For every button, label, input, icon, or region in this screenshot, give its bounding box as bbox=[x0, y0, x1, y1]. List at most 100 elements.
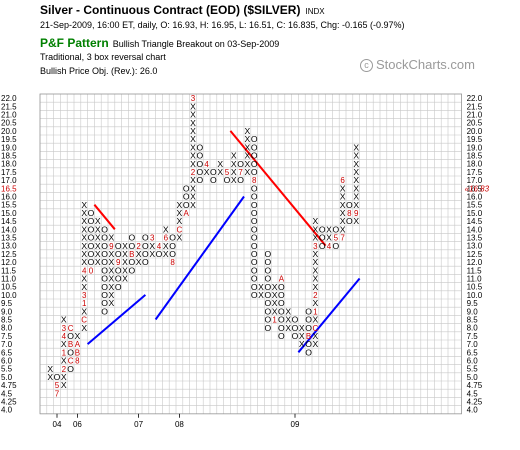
price-tick-right: 18.0 bbox=[467, 160, 483, 169]
o-box: O bbox=[305, 315, 312, 325]
x-box: X bbox=[245, 167, 251, 177]
watermark-text: StockCharts.com bbox=[376, 57, 475, 72]
price-tick-right: 15.0 bbox=[467, 209, 483, 218]
x-box: X bbox=[340, 208, 346, 218]
o-box: O bbox=[251, 274, 258, 284]
price-objective-line: Bullish Price Obj. (Rev.): 26.0 bbox=[40, 66, 158, 76]
x-box: X bbox=[47, 364, 53, 374]
month-marker: 1 bbox=[62, 348, 67, 357]
x-box: X bbox=[81, 274, 87, 284]
month-marker: 8 bbox=[170, 258, 175, 267]
x-box: X bbox=[109, 265, 115, 275]
o-box: O bbox=[251, 142, 258, 152]
month-marker: 2 bbox=[191, 168, 196, 177]
x-box: X bbox=[81, 208, 87, 218]
price-tick-right: 13.5 bbox=[467, 234, 483, 243]
x-box: X bbox=[353, 142, 359, 152]
o-box: O bbox=[142, 249, 149, 259]
year-label: 07 bbox=[134, 420, 143, 429]
o-box: O bbox=[142, 233, 149, 243]
x-box: X bbox=[61, 380, 67, 390]
month-marker: B bbox=[75, 348, 80, 357]
o-box: O bbox=[264, 282, 271, 292]
o-box: O bbox=[251, 216, 258, 226]
price-tick-left: 21.0 bbox=[1, 111, 17, 120]
price-tick-left: 4.25 bbox=[1, 398, 17, 407]
x-box: X bbox=[109, 249, 115, 259]
price-tick-left: 20.5 bbox=[1, 119, 17, 128]
x-box: X bbox=[272, 306, 278, 316]
o-box: O bbox=[346, 216, 353, 226]
x-box: X bbox=[231, 167, 237, 177]
x-box: X bbox=[353, 200, 359, 210]
year-label: 06 bbox=[73, 420, 82, 429]
x-box: X bbox=[109, 282, 115, 292]
price-tick-right: 4.25 bbox=[467, 398, 483, 407]
month-marker: C bbox=[68, 357, 74, 366]
month-marker: 5 bbox=[225, 168, 230, 177]
x-box: X bbox=[353, 216, 359, 226]
o-box: O bbox=[101, 265, 108, 275]
o-box: O bbox=[292, 323, 299, 333]
price-tick-left: 19.5 bbox=[1, 135, 17, 144]
price-tick-right: 10.0 bbox=[467, 291, 483, 300]
month-marker: C bbox=[68, 324, 74, 333]
o-box: O bbox=[251, 233, 258, 243]
price-tick-left: 6.0 bbox=[1, 357, 13, 366]
x-box: X bbox=[61, 356, 67, 366]
o-box: O bbox=[196, 167, 203, 177]
o-box: O bbox=[88, 233, 95, 243]
quote-line: 21-Sep-2009, 16:00 ET, daily, O: 16.93, … bbox=[40, 20, 405, 30]
o-box: O bbox=[278, 298, 285, 308]
o-box: O bbox=[332, 224, 339, 234]
o-box: O bbox=[251, 241, 258, 251]
o-box: O bbox=[88, 216, 95, 226]
o-box: O bbox=[237, 175, 244, 185]
price-axis: 4.0 4.04.25 4.254.5 4.54.75 4.755.0 5.05.5 5.5… bbox=[1, 94, 490, 415]
price-tick-left: 10.0 bbox=[1, 291, 17, 300]
o-box: O bbox=[251, 208, 258, 218]
price-tick-left: 21.5 bbox=[1, 102, 17, 111]
x-box: X bbox=[190, 110, 196, 120]
price-tick-left: 12.5 bbox=[1, 250, 17, 259]
x-box: X bbox=[190, 175, 196, 185]
o-box: O bbox=[67, 331, 74, 341]
o-box: O bbox=[264, 274, 271, 284]
o-box: O bbox=[128, 265, 135, 275]
x-box: X bbox=[122, 257, 128, 267]
o-box: O bbox=[142, 257, 149, 267]
month-marker: 6 bbox=[340, 176, 345, 185]
x-box: X bbox=[245, 126, 251, 136]
support-trend-line bbox=[154, 195, 245, 321]
x-box: X bbox=[313, 274, 319, 284]
x-box: X bbox=[81, 249, 87, 259]
x-box: X bbox=[353, 183, 359, 193]
o-box: O bbox=[142, 241, 149, 251]
x-box: X bbox=[272, 282, 278, 292]
x-box: X bbox=[177, 200, 183, 210]
x-box: X bbox=[245, 151, 251, 161]
o-box: O bbox=[251, 159, 258, 169]
o-box: O bbox=[305, 347, 312, 357]
price-tick-left: 15.0 bbox=[1, 209, 17, 218]
price-tick-right: 20.0 bbox=[467, 127, 483, 136]
x-box: X bbox=[47, 372, 53, 382]
x-box: X bbox=[109, 290, 115, 300]
price-tick-left: 18.5 bbox=[1, 152, 17, 161]
x-box: X bbox=[81, 241, 87, 251]
x-box: X bbox=[122, 241, 128, 251]
trend-lines bbox=[86, 130, 361, 353]
x-box: X bbox=[81, 257, 87, 267]
x-box: X bbox=[340, 192, 346, 202]
o-box: O bbox=[278, 282, 285, 292]
month-marker: 7 bbox=[55, 389, 60, 398]
x-box: X bbox=[313, 282, 319, 292]
o-box: O bbox=[54, 372, 61, 382]
o-box: O bbox=[278, 331, 285, 341]
x-box: X bbox=[353, 151, 359, 161]
price-tick-right: 4.5 bbox=[467, 389, 479, 398]
year-label: 09 bbox=[291, 420, 300, 429]
price-tick-right: 16.0 bbox=[467, 193, 483, 202]
o-box: O bbox=[196, 159, 203, 169]
chart-type-line: Traditional, 3 box reversal chart bbox=[40, 52, 166, 62]
